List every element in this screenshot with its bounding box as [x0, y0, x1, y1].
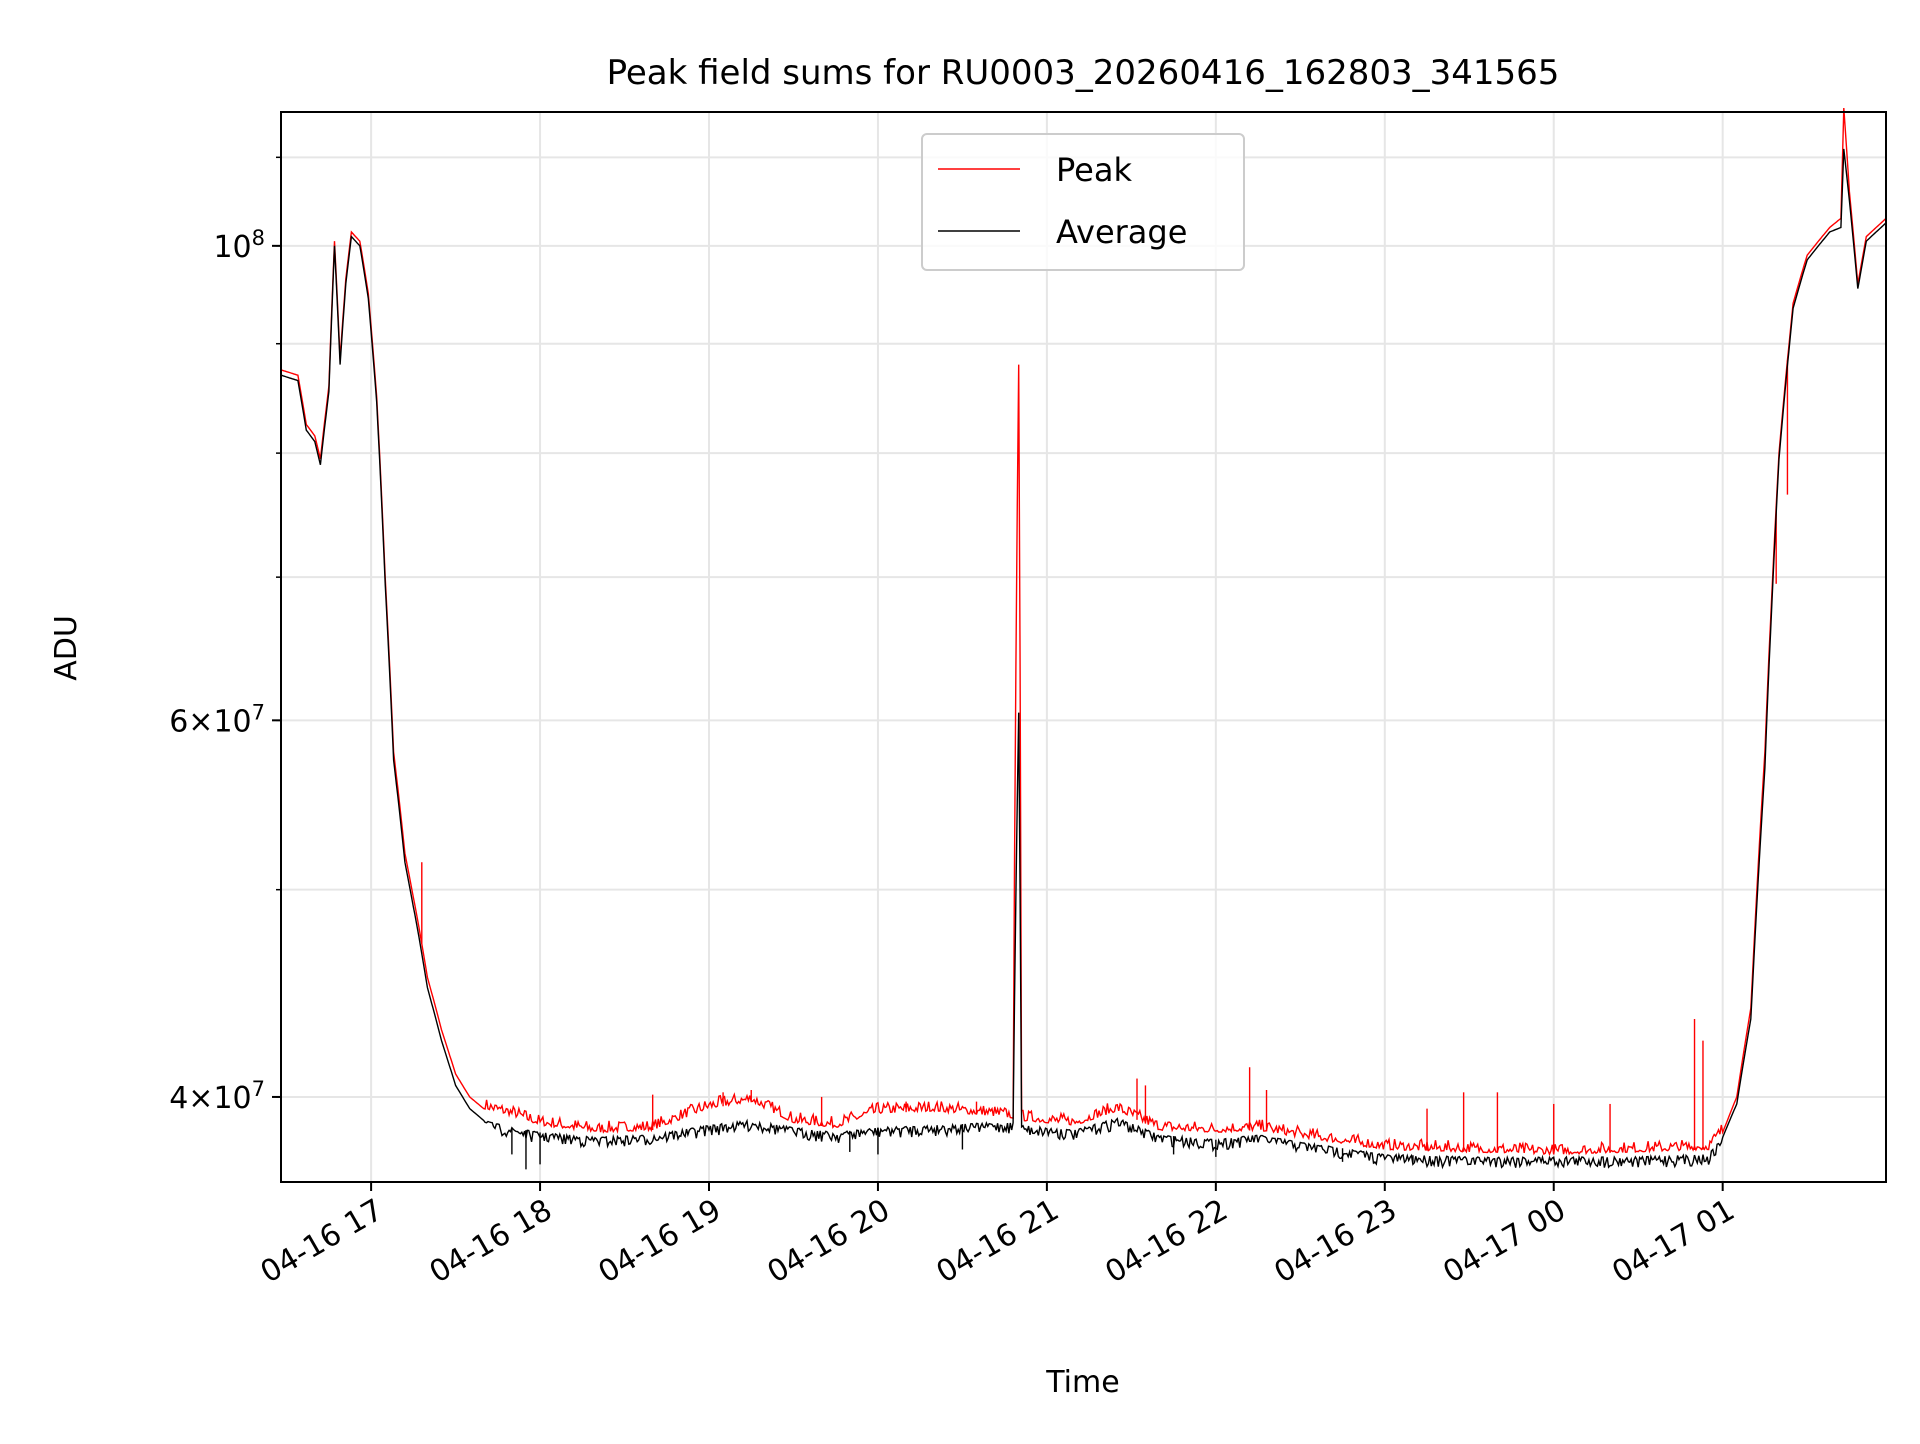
series-line-peak	[280, 107, 1887, 1157]
legend-box	[921, 133, 1245, 271]
y-axis-label: ADU	[49, 615, 84, 681]
chart-title: Peak field sums for RU0003_20260416_1628…	[607, 53, 1560, 93]
y-tick-label: 6×107	[169, 700, 265, 739]
legend-label-peak: Peak	[1056, 151, 1132, 189]
legend-label-average: Average	[1056, 213, 1187, 251]
x-axis-label: Time	[1045, 1365, 1119, 1400]
legend: Peak Average	[921, 133, 1245, 271]
series-line-average	[280, 148, 1887, 1170]
grid	[281, 112, 1886, 1182]
plot-frame	[280, 111, 1887, 1183]
series-layer	[280, 107, 1887, 1170]
y-axis: 4×107 6×107 108	[169, 156, 281, 1116]
y-tick-label: 108	[213, 226, 265, 265]
y-tick-label: 4×107	[169, 1077, 265, 1116]
